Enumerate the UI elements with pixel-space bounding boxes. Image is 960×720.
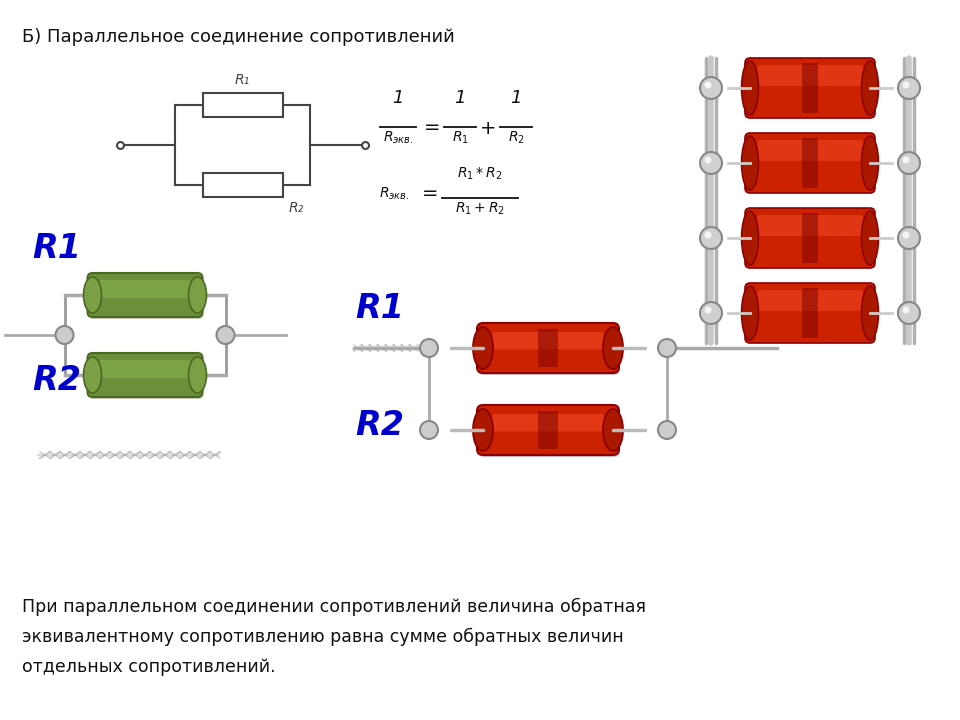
Circle shape xyxy=(700,227,722,249)
Text: 1: 1 xyxy=(393,89,404,107)
Ellipse shape xyxy=(741,211,758,265)
FancyBboxPatch shape xyxy=(492,332,604,349)
Circle shape xyxy=(705,156,711,163)
Ellipse shape xyxy=(603,327,623,369)
Circle shape xyxy=(420,421,438,439)
FancyBboxPatch shape xyxy=(745,58,875,118)
Circle shape xyxy=(700,77,722,99)
Circle shape xyxy=(902,81,909,89)
Text: Б) Параллельное соединение сопротивлений: Б) Параллельное соединение сопротивлений xyxy=(22,28,455,46)
Text: R₂: R₂ xyxy=(289,201,303,215)
Ellipse shape xyxy=(861,211,878,265)
Circle shape xyxy=(898,152,920,174)
Ellipse shape xyxy=(473,409,493,451)
Text: $R_2$: $R_2$ xyxy=(508,130,524,146)
Circle shape xyxy=(700,152,722,174)
FancyBboxPatch shape xyxy=(757,215,863,236)
Circle shape xyxy=(898,302,920,324)
Text: $R_{экв.}$: $R_{экв.}$ xyxy=(383,130,414,146)
Text: эквивалентному сопротивлению равна сумме обратных величин: эквивалентному сопротивлению равна сумме… xyxy=(22,628,624,647)
Text: При параллельном соединении сопротивлений величина обратная: При параллельном соединении сопротивлени… xyxy=(22,598,646,616)
FancyBboxPatch shape xyxy=(100,360,190,378)
Ellipse shape xyxy=(84,357,102,393)
Bar xyxy=(802,138,818,188)
Ellipse shape xyxy=(473,327,493,369)
FancyBboxPatch shape xyxy=(757,65,863,86)
Ellipse shape xyxy=(741,286,758,340)
FancyBboxPatch shape xyxy=(478,325,620,375)
Text: +: + xyxy=(480,119,496,138)
Bar xyxy=(802,63,818,113)
FancyBboxPatch shape xyxy=(745,283,875,343)
Ellipse shape xyxy=(188,357,206,393)
Circle shape xyxy=(217,326,234,344)
FancyBboxPatch shape xyxy=(88,275,204,319)
FancyBboxPatch shape xyxy=(757,290,863,311)
FancyBboxPatch shape xyxy=(87,273,203,317)
Text: R1: R1 xyxy=(32,232,81,265)
Circle shape xyxy=(902,307,909,313)
Circle shape xyxy=(705,307,711,313)
Text: R2: R2 xyxy=(32,364,81,397)
Text: 1: 1 xyxy=(511,89,521,107)
Bar xyxy=(802,288,818,338)
Circle shape xyxy=(705,81,711,89)
FancyBboxPatch shape xyxy=(477,405,619,455)
FancyBboxPatch shape xyxy=(478,407,620,457)
Circle shape xyxy=(420,339,438,357)
Ellipse shape xyxy=(84,277,102,313)
Text: R1: R1 xyxy=(355,292,404,325)
Circle shape xyxy=(898,227,920,249)
Text: $R_{экв.}$: $R_{экв.}$ xyxy=(378,186,409,202)
Bar xyxy=(538,329,558,367)
Bar xyxy=(802,213,818,263)
Text: =: = xyxy=(421,184,439,204)
FancyBboxPatch shape xyxy=(87,353,203,397)
Text: отдельных сопротивлений.: отдельных сопротивлений. xyxy=(22,658,276,676)
FancyBboxPatch shape xyxy=(100,280,190,298)
Bar xyxy=(203,93,282,117)
Ellipse shape xyxy=(188,277,206,313)
Text: =: = xyxy=(423,119,441,138)
Circle shape xyxy=(705,232,711,238)
FancyBboxPatch shape xyxy=(477,323,619,373)
Text: 1: 1 xyxy=(454,89,466,107)
Text: R2: R2 xyxy=(355,409,404,442)
Circle shape xyxy=(658,421,676,439)
Bar xyxy=(538,411,558,449)
FancyBboxPatch shape xyxy=(88,355,204,399)
Text: $R_1$: $R_1$ xyxy=(451,130,468,146)
Ellipse shape xyxy=(741,61,758,115)
FancyBboxPatch shape xyxy=(492,414,604,431)
Ellipse shape xyxy=(741,136,758,190)
Ellipse shape xyxy=(603,409,623,451)
Circle shape xyxy=(902,156,909,163)
Circle shape xyxy=(658,339,676,357)
Ellipse shape xyxy=(861,136,878,190)
Circle shape xyxy=(700,302,722,324)
Bar xyxy=(203,173,282,197)
Ellipse shape xyxy=(861,61,878,115)
Ellipse shape xyxy=(861,286,878,340)
Text: $R_1 * R_2$: $R_1 * R_2$ xyxy=(457,166,503,182)
Circle shape xyxy=(56,326,74,344)
Text: R₁: R₁ xyxy=(235,73,251,87)
FancyBboxPatch shape xyxy=(757,140,863,161)
FancyBboxPatch shape xyxy=(745,208,875,268)
Circle shape xyxy=(898,77,920,99)
Circle shape xyxy=(902,232,909,238)
Text: $R_1 + R_2$: $R_1 + R_2$ xyxy=(455,201,505,217)
FancyBboxPatch shape xyxy=(745,133,875,193)
